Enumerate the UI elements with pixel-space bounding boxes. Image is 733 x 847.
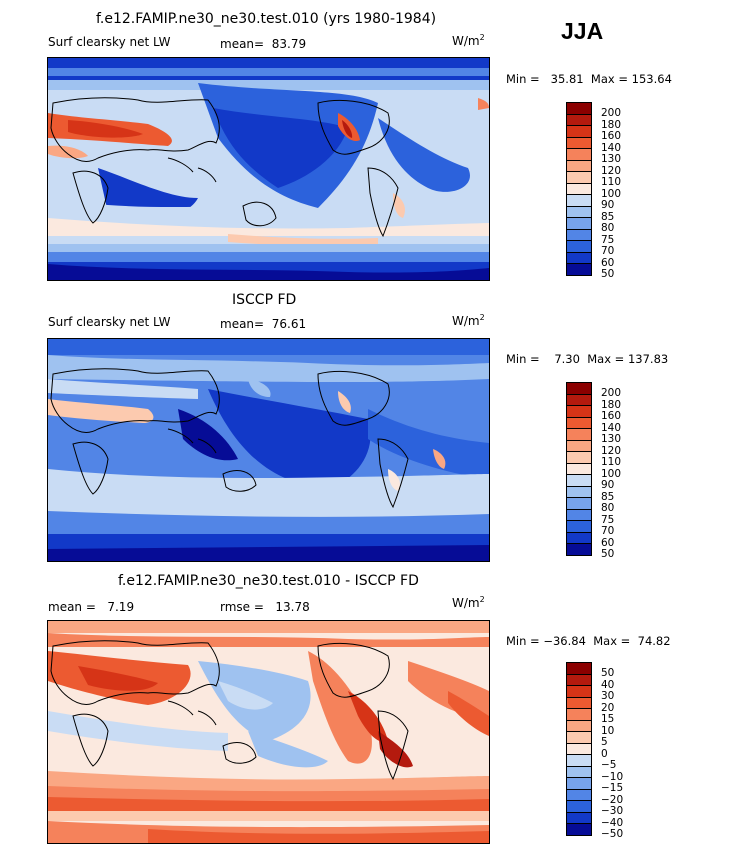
units-exp: 2	[479, 595, 485, 604]
colorbar-label: 85	[601, 210, 615, 223]
colorbar-swatch	[566, 263, 592, 276]
panel2-units: W/m2	[452, 313, 485, 328]
colorbar-label: 120	[601, 444, 622, 457]
colorbar-label: 50	[601, 667, 615, 680]
colorbar-label: −5	[601, 759, 617, 772]
panel2-max-value: 137.83	[627, 352, 669, 366]
colorbar-label: −50	[601, 828, 624, 841]
colorbar-label: 90	[601, 199, 615, 212]
colorbar-label: 160	[601, 130, 622, 143]
panel3-units: W/m2	[452, 595, 485, 610]
panel2-title: ISCCP FD	[232, 292, 297, 308]
colorbar-label: 180	[601, 398, 622, 411]
colorbar-label: 200	[601, 107, 622, 120]
units-exp: 2	[479, 313, 485, 322]
panel1-min-label: Min =	[506, 72, 540, 86]
panel1-title: f.e12.FAMIP.ne30_ne30.test.010 (yrs 1980…	[96, 11, 437, 27]
panel3-mean: mean = 7.19	[48, 601, 134, 613]
panel2-mean-value: 76.61	[271, 317, 307, 331]
panel3-minmax: Min = −36.84 Max = 74.82	[506, 634, 671, 648]
panel3-rmse-value: 13.78	[275, 600, 310, 614]
panel1-map-svg	[48, 58, 489, 280]
colorbar-label: −10	[601, 770, 624, 783]
colorbar-label: 30	[601, 690, 615, 703]
colorbar-label: −20	[601, 793, 624, 806]
panel3-max-label: Max =	[593, 634, 631, 648]
colorbar-swatch	[566, 543, 592, 556]
colorbar-label: 70	[601, 245, 615, 258]
panel1-mean: mean= 83.79	[220, 38, 306, 50]
panel1-min-value: 35.81	[550, 72, 584, 86]
panel2-colorbar: 200 180 160 140 130 120 110 100 90 85 80 75 70 60 50	[566, 382, 686, 559]
colorbar-label: 60	[601, 536, 615, 549]
panel3-max-value: 74.82	[637, 634, 671, 648]
colorbar-label: 140	[601, 421, 622, 434]
colorbar-label: 50	[601, 548, 615, 561]
colorbar-label: 20	[601, 701, 615, 714]
panel1-colorbar: 200 180 160 140 130 120 110 100 90 85 80 75 70 60 50	[566, 102, 686, 279]
colorbar-label: −40	[601, 816, 624, 829]
panel3-rmse: rmse = 13.78	[220, 601, 310, 613]
panel3-mean-value: 7.19	[107, 600, 135, 614]
colorbar-label: −30	[601, 805, 624, 818]
panel2-map	[47, 338, 490, 562]
panel2-variable: Surf clearsky net LW	[48, 315, 171, 329]
units-text: W/m	[452, 34, 480, 48]
units-text: W/m	[452, 314, 480, 328]
units-exp: 2	[479, 33, 485, 42]
panel2-min-label: Min =	[506, 352, 540, 366]
colorbar-label: 70	[601, 525, 615, 538]
panel3-map	[47, 620, 490, 844]
colorbar-label: 100	[601, 467, 622, 480]
colorbar-label: 110	[601, 176, 622, 189]
panel3-rmse-label: rmse =	[220, 600, 264, 614]
colorbar-label: 200	[601, 387, 622, 400]
colorbar-label: 60	[601, 256, 615, 269]
colorbar-label: 80	[601, 222, 615, 235]
panel3-map-svg	[48, 621, 489, 843]
panel2-min-value: 7.30	[554, 352, 580, 366]
panel2-mean-label: mean=	[220, 317, 265, 331]
colorbar-label: 180	[601, 118, 622, 131]
colorbar-label: −15	[601, 782, 624, 795]
panel3-mean-label: mean =	[48, 600, 96, 614]
panel3-min-label: Min =	[506, 634, 540, 648]
colorbar-label: 80	[601, 502, 615, 515]
colorbar-label: 15	[601, 713, 615, 726]
colorbar-label: 130	[601, 433, 622, 446]
panel2-minmax: Min = 7.30 Max = 137.83	[506, 352, 669, 366]
panel1-map	[47, 57, 490, 281]
units-text: W/m	[452, 596, 480, 610]
panel1-variable: Surf clearsky net LW	[48, 35, 171, 49]
panel1-max-label: Max =	[590, 72, 628, 86]
colorbar-label: 85	[601, 490, 615, 503]
panel3-min-value: −36.84	[543, 634, 586, 648]
colorbar-label: 110	[601, 456, 622, 469]
colorbar-label: 5	[601, 736, 608, 749]
panel1-units: W/m2	[452, 33, 485, 48]
colorbar-label: 40	[601, 678, 615, 691]
panel3-title: f.e12.FAMIP.ne30_ne30.test.010 - ISCCP F…	[118, 573, 419, 589]
colorbar-label: 90	[601, 479, 615, 492]
panel1-max-value: 153.64	[631, 72, 672, 86]
colorbar-label: 0	[601, 747, 608, 760]
colorbar-label: 100	[601, 187, 622, 200]
colorbar-label: 120	[601, 164, 622, 177]
panel1-mean-label: mean=	[220, 37, 265, 51]
colorbar-label: 75	[601, 233, 615, 246]
colorbar-label: 160	[601, 410, 622, 423]
panel2-map-svg	[48, 339, 489, 561]
colorbar-label: 10	[601, 724, 615, 737]
colorbar-label: 75	[601, 513, 615, 526]
panel2-max-label: Max =	[587, 352, 625, 366]
panel3-colorbar: 50 40 30 20 15 10 5 0 −5 −10 −15 −20 −30 −40 −50	[566, 662, 686, 839]
panel2-mean: mean= 76.61	[220, 318, 306, 330]
panel1-mean-value: 83.79	[271, 37, 307, 51]
panel1-minmax: Min = 35.81 Max = 153.64	[506, 72, 672, 86]
colorbar-label: 140	[601, 141, 622, 154]
colorbar-label: 130	[601, 153, 622, 166]
colorbar-swatch	[566, 823, 592, 836]
season-label: JJA	[561, 18, 604, 44]
colorbar-label: 50	[601, 268, 615, 281]
